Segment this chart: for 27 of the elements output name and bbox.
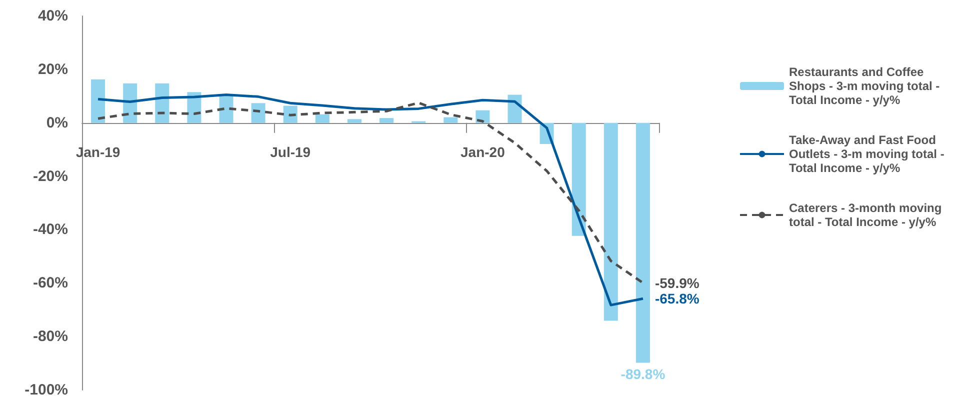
legend-label: Caterers - 3-month moving total - Total Income - y/y% <box>789 201 946 229</box>
legend-label: Take-Away and Fast Food Outlets - 3-m moving total - Total Income - y/y% <box>789 133 948 175</box>
bar <box>347 119 362 123</box>
y-tick-label: -40% <box>32 221 68 238</box>
y-tick-label: 20% <box>38 60 68 78</box>
y-tick-label: 40% <box>38 8 68 24</box>
bar <box>476 110 490 123</box>
x-tick-label: Jan-20 <box>460 144 506 160</box>
bar <box>444 117 458 123</box>
y-tick-label: -100% <box>24 382 68 398</box>
y-tick-label: 0% <box>46 114 68 132</box>
bar <box>251 103 266 123</box>
data-label: -89.8% <box>620 366 666 382</box>
x-tick-label: Jul-19 <box>270 144 311 160</box>
data-label: -65.8% <box>654 290 700 307</box>
legend-label: Restaurants and Coffee Shops - 3-m moving total - Total Income - y/y% <box>789 65 944 107</box>
bar <box>315 114 330 123</box>
bar <box>283 106 298 123</box>
y-tick-label: -60% <box>32 274 68 292</box>
bar <box>636 122 650 363</box>
bar <box>380 118 394 123</box>
bar <box>604 122 618 321</box>
bar <box>91 79 106 123</box>
y-tick-label: -20% <box>32 168 68 185</box>
bar <box>572 122 586 236</box>
data-label: -59.9% <box>654 274 700 291</box>
y-tick-label: -80% <box>32 328 68 346</box>
